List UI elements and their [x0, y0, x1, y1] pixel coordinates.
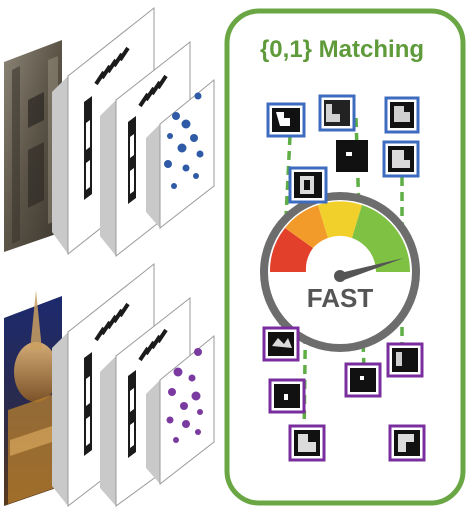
top-photo	[4, 40, 62, 252]
thumbnail	[288, 166, 328, 204]
bottom-binary-thumbnails	[262, 326, 426, 462]
zipper-binary-icon	[128, 328, 168, 458]
thumbnail	[384, 96, 420, 134]
thumbnail	[386, 342, 424, 378]
bottom-feature-dots	[166, 348, 203, 443]
zipper-binary-icon	[84, 302, 130, 456]
thumbnail	[318, 94, 356, 132]
thumbnail	[336, 140, 368, 172]
top-dots-panel	[146, 78, 215, 230]
panel-title: {0,1} Matching	[259, 36, 425, 63]
bottom-feature-stack	[4, 262, 215, 508]
bottom-dots-panel	[146, 334, 215, 486]
thumbnail	[288, 424, 326, 462]
matching-panel: FAST	[224, 8, 466, 506]
speed-gauge-icon: FAST	[260, 192, 420, 352]
thumbnail	[382, 140, 420, 178]
zipper-binary-icon	[128, 74, 168, 204]
zipper-binary-icon	[84, 46, 130, 200]
thumbnail	[262, 326, 300, 362]
top-binary-thumbnails	[266, 94, 420, 204]
thumbnail	[344, 362, 382, 398]
thumbnail	[268, 378, 306, 414]
top-feature-stack	[4, 6, 215, 258]
gauge-label: FAST	[307, 283, 374, 313]
top-feature-dots	[164, 92, 204, 189]
thumbnail	[266, 102, 306, 138]
thumbnail	[388, 424, 426, 462]
bottom-photo	[4, 290, 62, 506]
